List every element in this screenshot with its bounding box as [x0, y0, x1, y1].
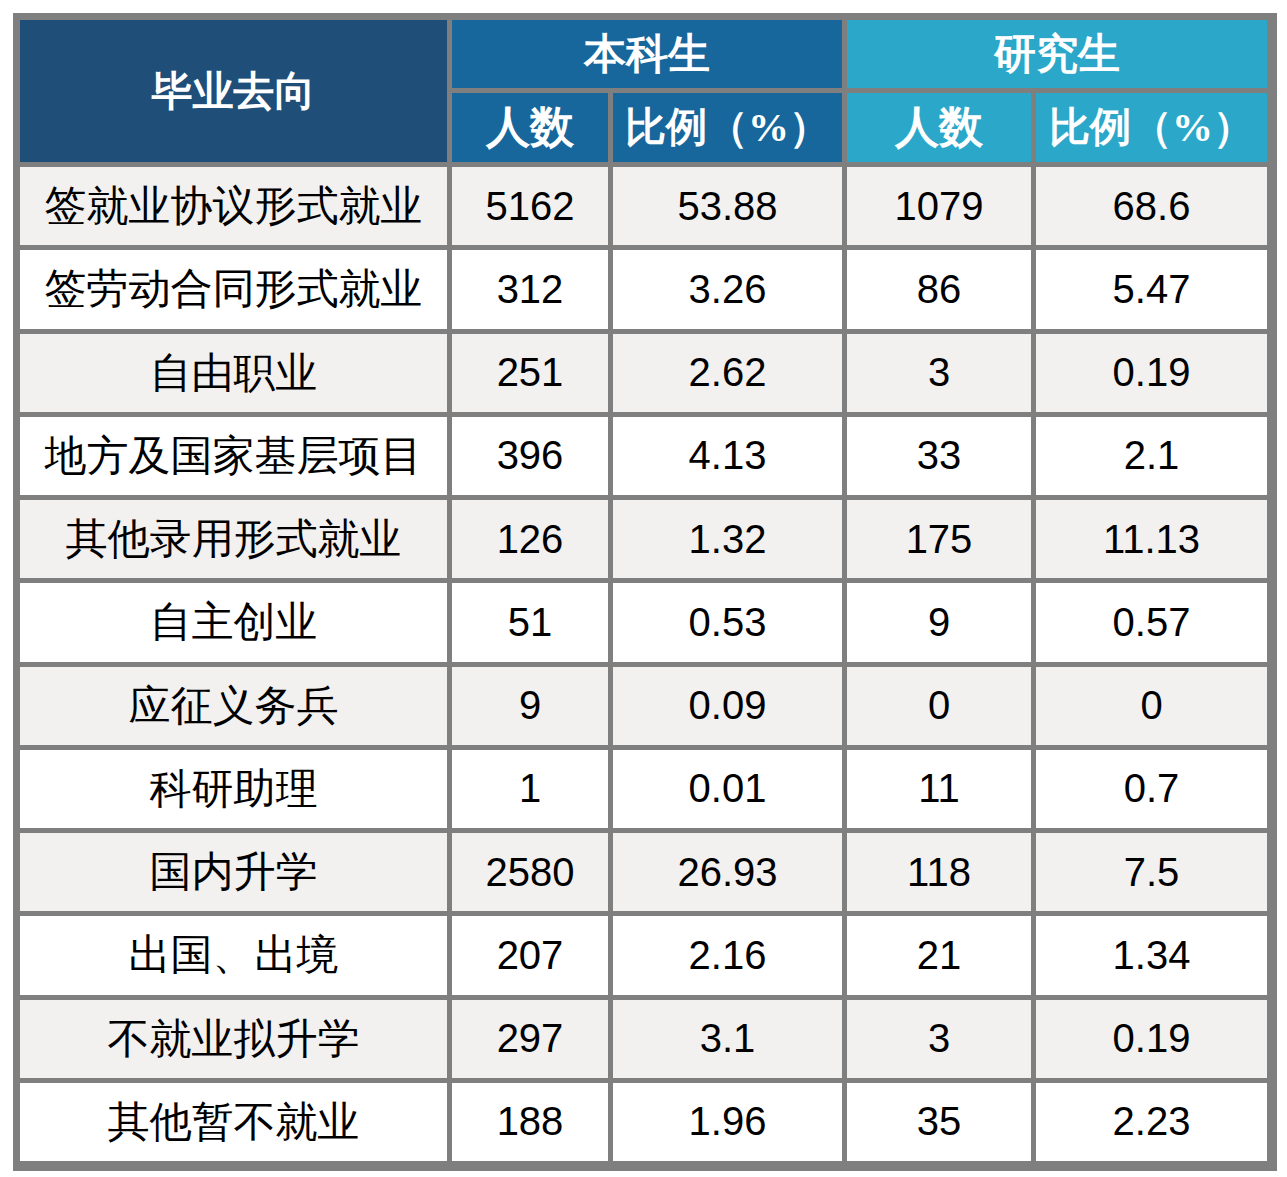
row-label: 出国、出境	[20, 916, 447, 994]
row-label: 科研助理	[20, 750, 447, 828]
cell-pg_count: 1079	[847, 167, 1031, 245]
cell-ug_pct: 4.13	[613, 417, 842, 495]
row-label: 地方及国家基层项目	[20, 417, 447, 495]
subheader-ug-count: 人数	[452, 93, 608, 162]
row-label: 自由职业	[20, 334, 447, 412]
cell-pg_count: 3	[847, 334, 1031, 412]
cell-pg_count: 0	[847, 667, 1031, 745]
employment-destination-table: 毕业去向 本科生 研究生 人数 比例（%） 人数 比例（%） 签就业协议形式就业…	[13, 13, 1277, 1171]
group-header-undergraduate: 本科生	[452, 20, 842, 88]
cell-pg_count: 175	[847, 500, 1031, 578]
cell-pg_count: 118	[847, 833, 1031, 911]
cell-pg_count: 33	[847, 417, 1031, 495]
cell-ug_pct: 53.88	[613, 167, 842, 245]
cell-pg_count: 21	[847, 916, 1031, 994]
cell-ug_count: 396	[452, 417, 608, 495]
cell-pg_pct: 2.23	[1036, 1083, 1267, 1161]
cell-ug_count: 126	[452, 500, 608, 578]
group-header-postgraduate: 研究生	[847, 20, 1267, 88]
cell-ug_pct: 3.26	[613, 250, 842, 328]
cell-pg_pct: 1.34	[1036, 916, 1267, 994]
cell-pg_count: 35	[847, 1083, 1031, 1161]
cell-ug_pct: 1.32	[613, 500, 842, 578]
cell-ug_count: 2580	[452, 833, 608, 911]
cell-pg_pct: 2.1	[1036, 417, 1267, 495]
cell-ug_count: 188	[452, 1083, 608, 1161]
cell-ug_count: 1	[452, 750, 608, 828]
cell-ug_count: 312	[452, 250, 608, 328]
cell-ug_pct: 2.16	[613, 916, 842, 994]
cell-pg_pct: 0.7	[1036, 750, 1267, 828]
cell-pg_pct: 68.6	[1036, 167, 1267, 245]
cell-pg_pct: 5.47	[1036, 250, 1267, 328]
cell-pg_pct: 0	[1036, 667, 1267, 745]
cell-ug_pct: 0.01	[613, 750, 842, 828]
cell-ug_pct: 0.53	[613, 583, 842, 661]
subheader-ug-pct: 比例（%）	[613, 93, 842, 162]
row-label: 签就业协议形式就业	[20, 167, 447, 245]
cell-ug_pct: 1.96	[613, 1083, 842, 1161]
cell-ug_count: 51	[452, 583, 608, 661]
row-label: 自主创业	[20, 583, 447, 661]
cell-ug_pct: 3.1	[613, 1000, 842, 1078]
cell-ug_pct: 0.09	[613, 667, 842, 745]
row-label: 签劳动合同形式就业	[20, 250, 447, 328]
row-label: 应征义务兵	[20, 667, 447, 745]
row-label: 不就业拟升学	[20, 1000, 447, 1078]
row-label: 其他暂不就业	[20, 1083, 447, 1161]
corner-header-cell: 毕业去向	[20, 20, 447, 162]
cell-ug_count: 297	[452, 1000, 608, 1078]
cell-pg_pct: 0.19	[1036, 334, 1267, 412]
cell-pg_pct: 0.57	[1036, 583, 1267, 661]
cell-ug_pct: 26.93	[613, 833, 842, 911]
cell-ug_count: 9	[452, 667, 608, 745]
cell-ug_count: 207	[452, 916, 608, 994]
cell-ug_count: 5162	[452, 167, 608, 245]
cell-pg_count: 86	[847, 250, 1031, 328]
cell-pg_pct: 7.5	[1036, 833, 1267, 911]
cell-pg_count: 9	[847, 583, 1031, 661]
row-label: 其他录用形式就业	[20, 500, 447, 578]
cell-pg_count: 11	[847, 750, 1031, 828]
cell-ug_count: 251	[452, 334, 608, 412]
row-label: 国内升学	[20, 833, 447, 911]
cell-pg_pct: 0.19	[1036, 1000, 1267, 1078]
subheader-pg-count: 人数	[847, 93, 1031, 162]
cell-pg_count: 3	[847, 1000, 1031, 1078]
subheader-pg-pct: 比例（%）	[1036, 93, 1267, 162]
cell-ug_pct: 2.62	[613, 334, 842, 412]
cell-pg_pct: 11.13	[1036, 500, 1267, 578]
